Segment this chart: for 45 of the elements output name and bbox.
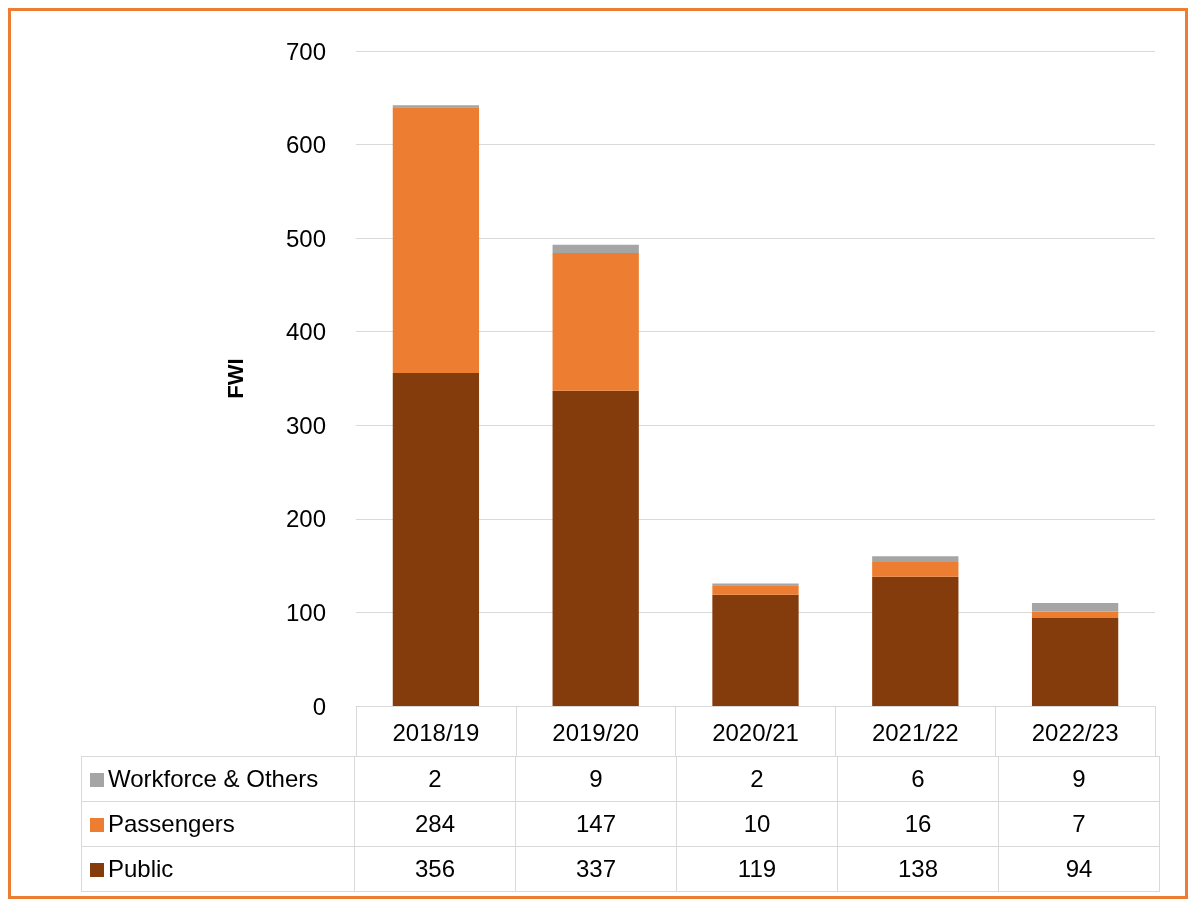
bar xyxy=(552,244,639,254)
x-tick-label: 2020/21 xyxy=(712,718,799,746)
bar xyxy=(872,576,959,706)
data-label: 7 xyxy=(998,801,1160,847)
x-tick-label: 2019/20 xyxy=(552,718,640,746)
bar xyxy=(712,594,799,706)
y-tick-label: 600 xyxy=(285,131,326,159)
data-label: 2 xyxy=(354,756,516,802)
data-label: 9 xyxy=(515,756,677,802)
x-tick-label: 2018/19 xyxy=(392,718,480,746)
y-axis-title: FWI xyxy=(222,358,248,399)
data-label: 16 xyxy=(837,801,999,847)
data-label: 94 xyxy=(998,846,1160,892)
y-tick-label: 700 xyxy=(285,37,326,65)
data-label: 6 xyxy=(837,756,999,802)
bar xyxy=(712,585,799,595)
data-label: 147 xyxy=(515,801,677,847)
bar xyxy=(552,253,639,391)
y-tick-label: 0 xyxy=(312,692,326,720)
y-tick-label: 100 xyxy=(285,598,326,626)
data-label: 119 xyxy=(676,846,838,892)
bar xyxy=(392,372,480,706)
y-tick-label: 500 xyxy=(285,224,326,252)
bar xyxy=(392,107,480,373)
bar xyxy=(872,561,959,577)
legend-label: Public xyxy=(81,846,355,892)
bar xyxy=(552,390,639,706)
bar xyxy=(1031,603,1119,612)
y-tick-label: 200 xyxy=(285,505,326,533)
legend-label: Passengers xyxy=(81,801,355,847)
data-label: 138 xyxy=(837,846,999,892)
data-label: 284 xyxy=(354,801,516,847)
y-tick-label: 300 xyxy=(285,411,326,439)
data-label: 356 xyxy=(354,846,516,892)
data-label: 9 xyxy=(998,756,1160,802)
data-label: 2 xyxy=(676,756,838,802)
data-label: 337 xyxy=(515,846,677,892)
x-tick-label: 2022/23 xyxy=(1031,718,1119,746)
bar xyxy=(872,556,959,562)
y-tick-label: 400 xyxy=(285,318,326,346)
bar xyxy=(1031,611,1119,619)
data-label: 10 xyxy=(676,801,838,847)
bar xyxy=(1031,618,1119,706)
legend-label: Workforce & Others xyxy=(81,756,355,802)
x-tick-label: 2021/22 xyxy=(871,718,959,746)
